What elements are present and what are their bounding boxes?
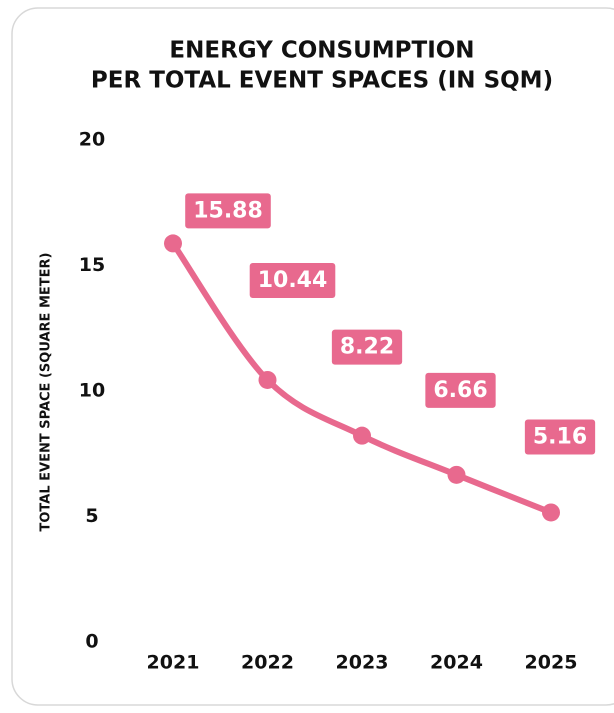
x-tick-label: 2025	[525, 652, 578, 674]
data-label-box	[331, 329, 403, 365]
y-tick-label: 10	[79, 380, 105, 402]
x-tick-label: 2023	[336, 652, 389, 674]
data-label-box	[524, 419, 596, 455]
point	[353, 426, 371, 445]
data-label-box	[249, 262, 336, 298]
y-tick-label: 20	[79, 129, 105, 151]
y-tick-label: 15	[79, 254, 105, 276]
point	[164, 234, 182, 253]
x-tick-label: 2024	[430, 652, 483, 674]
y-tick-label: 5	[85, 505, 98, 527]
data-label: 15.88	[193, 198, 263, 223]
data-label: 8.22	[340, 335, 394, 360]
point	[447, 465, 466, 484]
point	[542, 503, 560, 522]
y-axis-label: TOTAL EVENT SPACE (SQUARE METER)	[39, 253, 54, 532]
chart-title: ENERGY CONSUMPTION	[169, 38, 474, 64]
point	[258, 370, 277, 389]
x-tick-label: 2021	[147, 652, 200, 674]
data-label-box	[185, 193, 271, 229]
chart-title: PER TOTAL EVENT SPACES (IN SQM)	[91, 68, 553, 94]
data-label: 5.16	[533, 424, 587, 449]
y-tick-label: 0	[85, 631, 98, 653]
card	[11, 7, 614, 706]
data-label-box	[425, 372, 496, 408]
data-label: 10.44	[258, 268, 328, 293]
x-tick-label: 2022	[241, 652, 294, 674]
data-label: 6.66	[433, 378, 487, 403]
